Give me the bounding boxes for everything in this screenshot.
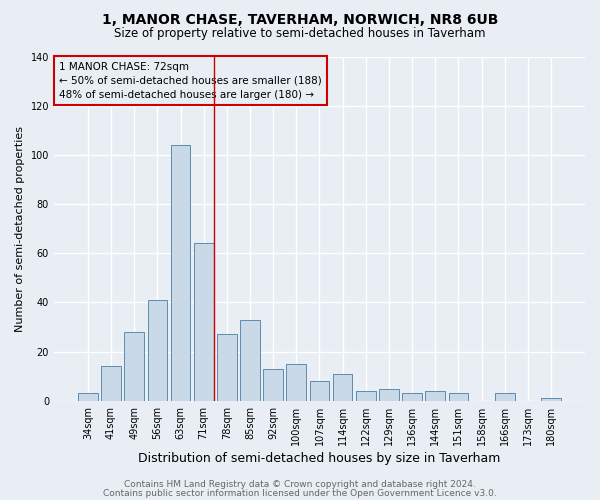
Bar	[449, 394, 468, 401]
Bar	[240, 320, 260, 401]
Text: 1 MANOR CHASE: 72sqm
← 50% of semi-detached houses are smaller (188)
48% of semi: 1 MANOR CHASE: 72sqm ← 50% of semi-detac…	[59, 62, 322, 100]
Bar	[356, 391, 376, 401]
Bar	[425, 391, 445, 401]
Text: Size of property relative to semi-detached houses in Taverham: Size of property relative to semi-detach…	[114, 28, 486, 40]
Bar	[310, 381, 329, 401]
Bar	[495, 394, 515, 401]
Bar	[170, 145, 190, 401]
X-axis label: Distribution of semi-detached houses by size in Taverham: Distribution of semi-detached houses by …	[138, 452, 500, 465]
Bar	[263, 369, 283, 401]
Bar	[78, 394, 98, 401]
Bar	[217, 334, 236, 401]
Bar	[402, 394, 422, 401]
Bar	[379, 388, 399, 401]
Text: Contains HM Land Registry data © Crown copyright and database right 2024.: Contains HM Land Registry data © Crown c…	[124, 480, 476, 489]
Text: Contains public sector information licensed under the Open Government Licence v3: Contains public sector information licen…	[103, 488, 497, 498]
Text: 1, MANOR CHASE, TAVERHAM, NORWICH, NR8 6UB: 1, MANOR CHASE, TAVERHAM, NORWICH, NR8 6…	[102, 12, 498, 26]
Bar	[124, 332, 144, 401]
Bar	[541, 398, 561, 401]
Bar	[194, 244, 214, 401]
Bar	[101, 366, 121, 401]
Y-axis label: Number of semi-detached properties: Number of semi-detached properties	[15, 126, 25, 332]
Bar	[148, 300, 167, 401]
Bar	[286, 364, 306, 401]
Bar	[333, 374, 352, 401]
